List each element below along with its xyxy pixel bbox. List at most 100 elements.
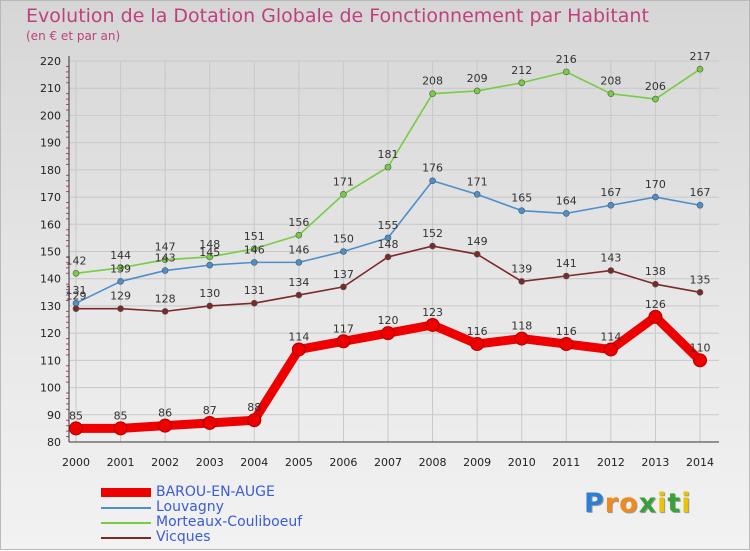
y-tick-label: 190 xyxy=(40,137,61,150)
data-label: 156 xyxy=(288,216,309,229)
data-label: 145 xyxy=(199,246,220,259)
data-label: 209 xyxy=(467,72,488,85)
data-point xyxy=(295,231,303,239)
data-point xyxy=(206,261,214,269)
data-label: 208 xyxy=(600,75,621,88)
data-label: 170 xyxy=(645,178,666,191)
data-point xyxy=(336,334,351,349)
data-point xyxy=(384,253,392,261)
data-label: 134 xyxy=(288,276,309,289)
data-label: 139 xyxy=(511,262,532,275)
y-tick-label: 140 xyxy=(40,273,61,286)
x-tick-label: 2006 xyxy=(329,456,357,469)
data-point xyxy=(696,201,704,209)
data-label: 165 xyxy=(511,192,532,205)
data-point xyxy=(113,421,128,436)
data-label: 123 xyxy=(422,306,443,319)
y-tick-label: 90 xyxy=(47,409,61,422)
x-tick-label: 2009 xyxy=(463,456,491,469)
data-point xyxy=(72,305,80,312)
data-point xyxy=(250,299,258,307)
legend-label: Louvagny xyxy=(156,499,224,515)
logo-letter: P xyxy=(584,488,605,519)
legend-swatch xyxy=(101,507,151,509)
legend-swatch xyxy=(101,522,151,524)
data-point xyxy=(559,337,574,352)
data-label: 130 xyxy=(199,287,220,300)
data-label: 167 xyxy=(600,186,621,199)
data-point xyxy=(473,250,481,258)
x-tick-label: 2007 xyxy=(374,456,402,469)
y-tick-label: 130 xyxy=(40,300,61,313)
data-point xyxy=(652,95,659,103)
data-point xyxy=(340,191,347,198)
data-point xyxy=(652,193,659,201)
data-point xyxy=(340,283,347,291)
data-point xyxy=(429,242,436,250)
data-point xyxy=(518,207,526,214)
data-label: 171 xyxy=(467,175,488,188)
data-label: 206 xyxy=(645,80,666,93)
x-tick-label: 2000 xyxy=(62,456,90,469)
data-point xyxy=(381,326,395,341)
data-label: 171 xyxy=(333,175,354,188)
label-layer: 142 144 147 148 151 156 171 181 208 209 212 216 208 2… xyxy=(66,50,711,422)
data-label: 114 xyxy=(600,330,621,343)
data-point xyxy=(384,163,392,171)
data-point xyxy=(607,267,615,274)
y-tick-label: 120 xyxy=(40,327,61,340)
data-label: 110 xyxy=(690,341,711,354)
y-tick-label: 160 xyxy=(40,218,61,231)
data-label: 118 xyxy=(511,320,532,333)
data-point xyxy=(161,267,169,274)
data-point xyxy=(250,259,258,266)
data-point xyxy=(295,259,303,266)
data-point xyxy=(295,291,303,299)
logo-letter: o xyxy=(619,488,639,519)
data-point xyxy=(696,289,704,296)
data-point xyxy=(648,309,663,324)
data-point xyxy=(202,415,217,430)
legend-swatch xyxy=(101,537,151,539)
data-point xyxy=(291,342,306,357)
data-label: 152 xyxy=(422,227,443,240)
data-point xyxy=(206,253,214,261)
data-point xyxy=(470,337,485,352)
data-point xyxy=(652,280,659,288)
data-label: 85 xyxy=(114,409,128,422)
data-point xyxy=(562,272,570,280)
data-point xyxy=(161,308,169,315)
data-point xyxy=(607,201,615,209)
data-point xyxy=(603,342,618,357)
y-tick-label: 220 xyxy=(40,55,61,68)
data-label: 155 xyxy=(378,219,399,232)
data-label: 128 xyxy=(155,292,176,305)
data-point xyxy=(161,256,169,263)
data-label: 88 xyxy=(247,401,261,414)
data-label: 141 xyxy=(556,257,577,270)
data-label: 176 xyxy=(422,162,443,175)
data-label: 131 xyxy=(244,284,265,297)
data-point xyxy=(693,353,707,368)
x-tick-label: 2014 xyxy=(686,456,714,469)
data-label: 142 xyxy=(66,254,87,267)
data-point xyxy=(72,269,80,277)
data-point xyxy=(206,302,214,310)
data-point xyxy=(117,305,124,312)
data-label: 216 xyxy=(556,53,577,66)
x-tick-label: 2001 xyxy=(107,456,135,469)
data-label: 143 xyxy=(155,252,176,265)
x-tick-label: 2013 xyxy=(641,456,669,469)
data-label: 164 xyxy=(556,194,577,207)
data-point xyxy=(518,278,526,285)
x-tick-label: 2002 xyxy=(151,456,179,469)
data-label: 116 xyxy=(556,325,577,338)
data-label: 87 xyxy=(203,404,217,417)
x-tick-label: 2003 xyxy=(196,456,224,469)
logo-letter: t xyxy=(667,488,682,519)
legend-label: BAROU-EN-AUGE xyxy=(156,484,275,500)
y-tick-label: 80 xyxy=(47,436,61,449)
legend-swatch xyxy=(101,488,151,497)
